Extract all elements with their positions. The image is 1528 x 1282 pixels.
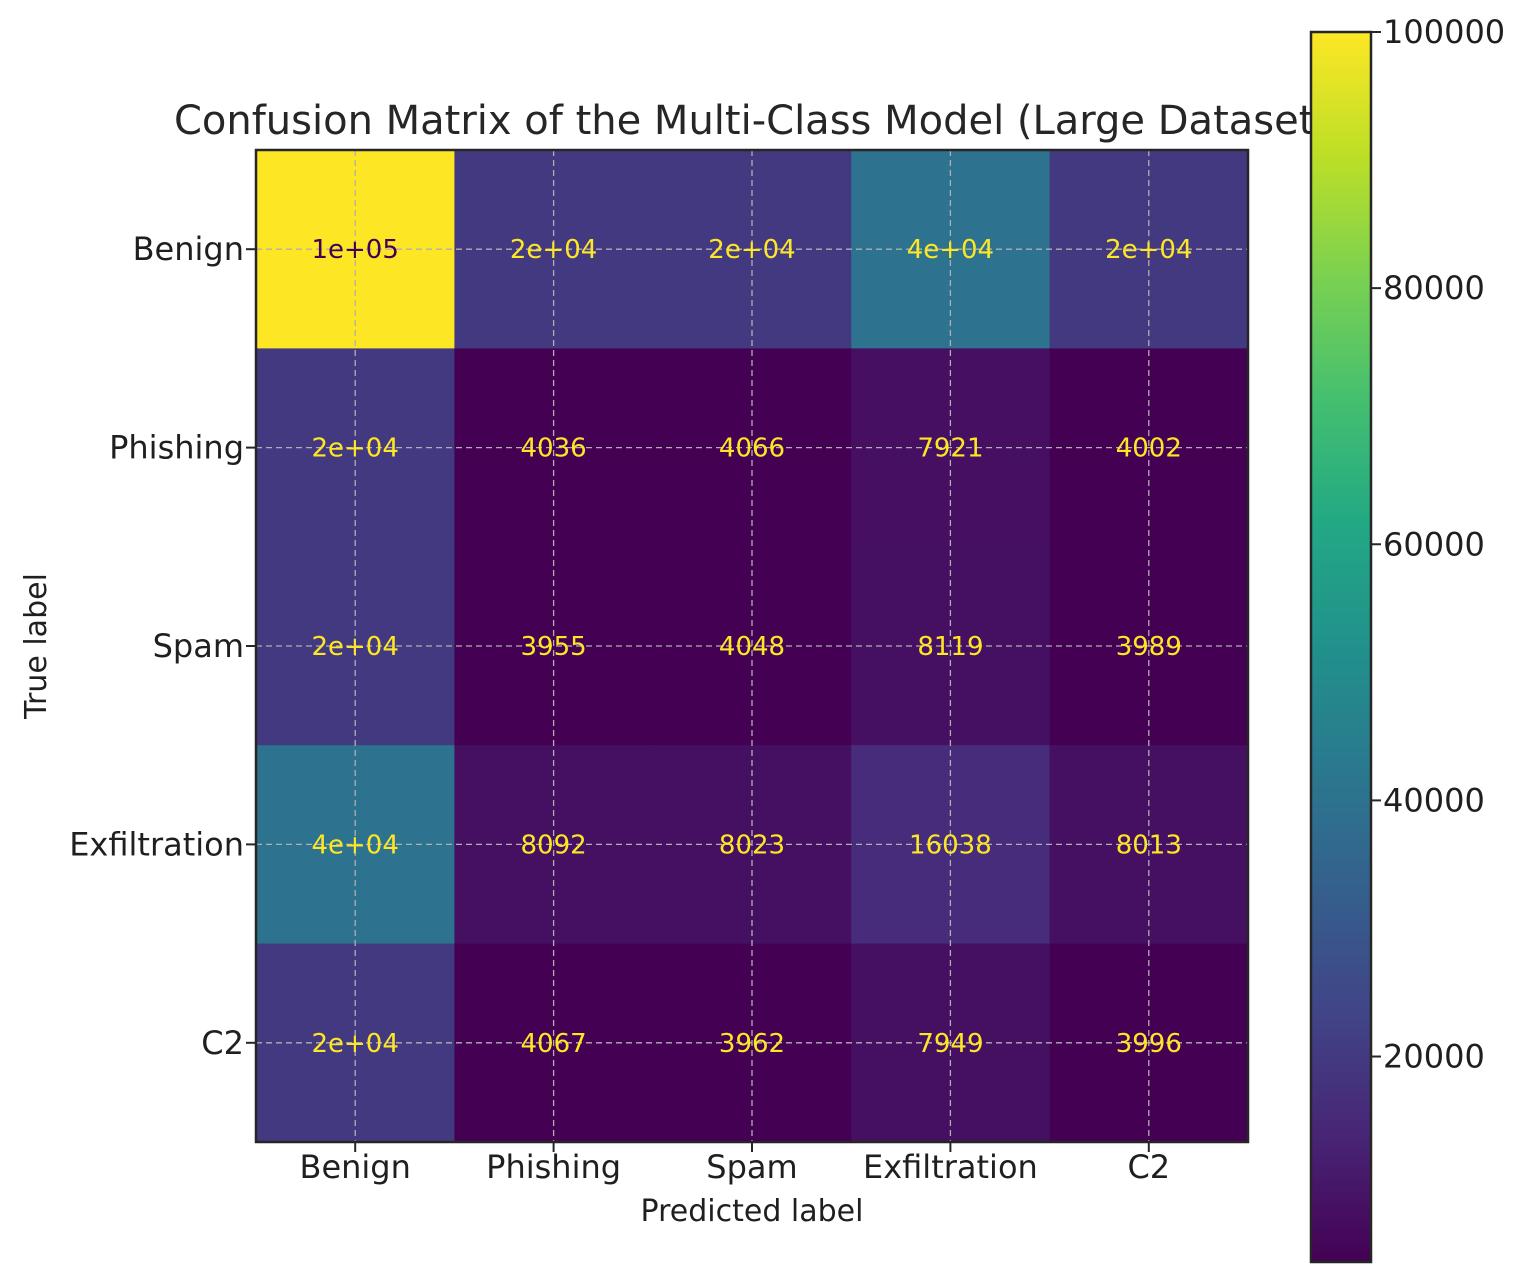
colorbar-tick-label: 100000 — [1383, 13, 1505, 51]
cell-value-label: 1e+05 — [311, 235, 398, 265]
x-axis-label: Predicted label — [641, 1194, 864, 1229]
cell-value-label: 16038 — [909, 830, 992, 860]
cell-value-label: 4066 — [719, 434, 785, 464]
x-tick-label: Benign — [299, 1148, 410, 1186]
cell-value-label: 4e+04 — [907, 235, 994, 265]
y-tick-label: C2 — [201, 1024, 244, 1062]
x-tick-label: Phishing — [486, 1148, 621, 1186]
cell-value-labels: 1e+05 2e+04 2e+04 4e+04 2e+04 2e+04 4036 4066 79… — [311, 235, 1192, 1059]
cell-value-label: 4002 — [1116, 434, 1182, 464]
colorbar-tick-label: 60000 — [1383, 525, 1485, 563]
colorbar-frame — [1309, 30, 1373, 1264]
colorbar — [1311, 32, 1371, 1262]
cell-value-label: 2e+04 — [311, 1029, 398, 1059]
colorbar-tick-label: 40000 — [1383, 781, 1485, 819]
chart-title: Confusion Matrix of the Multi-Class Mode… — [174, 98, 1330, 144]
cell-value-label: 4036 — [521, 434, 587, 464]
cell-value-label: 4e+04 — [311, 830, 398, 860]
colorbar-tick-label: 80000 — [1383, 269, 1485, 307]
cell-value-label: 8119 — [917, 632, 983, 662]
cell-value-label: 8092 — [521, 830, 587, 860]
cell-value-label: 2e+04 — [311, 632, 398, 662]
cell-value-label: 3955 — [521, 632, 587, 662]
cell-value-label: 3996 — [1116, 1029, 1182, 1059]
cell-value-label: 2e+04 — [510, 235, 597, 265]
cell-value-label: 2e+04 — [708, 235, 795, 265]
x-axis-ticks: Benign Phishing Spam Exfiltration C2 — [299, 1142, 1170, 1186]
cell-value-label: 2e+04 — [1105, 235, 1192, 265]
cell-value-label: 8023 — [719, 830, 785, 860]
cell-value-label: 3962 — [719, 1029, 785, 1059]
cell-value-label: 2e+04 — [311, 434, 398, 464]
y-axis-label: True label — [19, 573, 54, 720]
x-tick-label: Spam — [706, 1148, 797, 1186]
y-axis-ticks: Benign Phishing Spam Exfiltration C2 — [69, 230, 256, 1062]
y-tick-label: Spam — [153, 627, 244, 665]
grid-lines — [256, 150, 1248, 1142]
cell-value-label: 4048 — [719, 632, 785, 662]
cell-value-label: 8013 — [1116, 830, 1182, 860]
cell-value-label: 4067 — [521, 1029, 587, 1059]
colorbar-tick-label: 20000 — [1383, 1038, 1485, 1076]
y-tick-label: Benign — [133, 230, 244, 268]
colorbar-ticks: 20000 40000 60000 80000 100000 — [1371, 13, 1505, 1076]
y-tick-label: Exfiltration — [69, 825, 244, 863]
cell-value-label: 3989 — [1116, 632, 1182, 662]
x-tick-label: Exfiltration — [863, 1148, 1038, 1186]
cell-value-label: 7921 — [917, 434, 983, 464]
cell-value-label: 7949 — [917, 1029, 983, 1059]
x-tick-label: C2 — [1127, 1148, 1170, 1186]
y-tick-label: Phishing — [109, 429, 244, 467]
